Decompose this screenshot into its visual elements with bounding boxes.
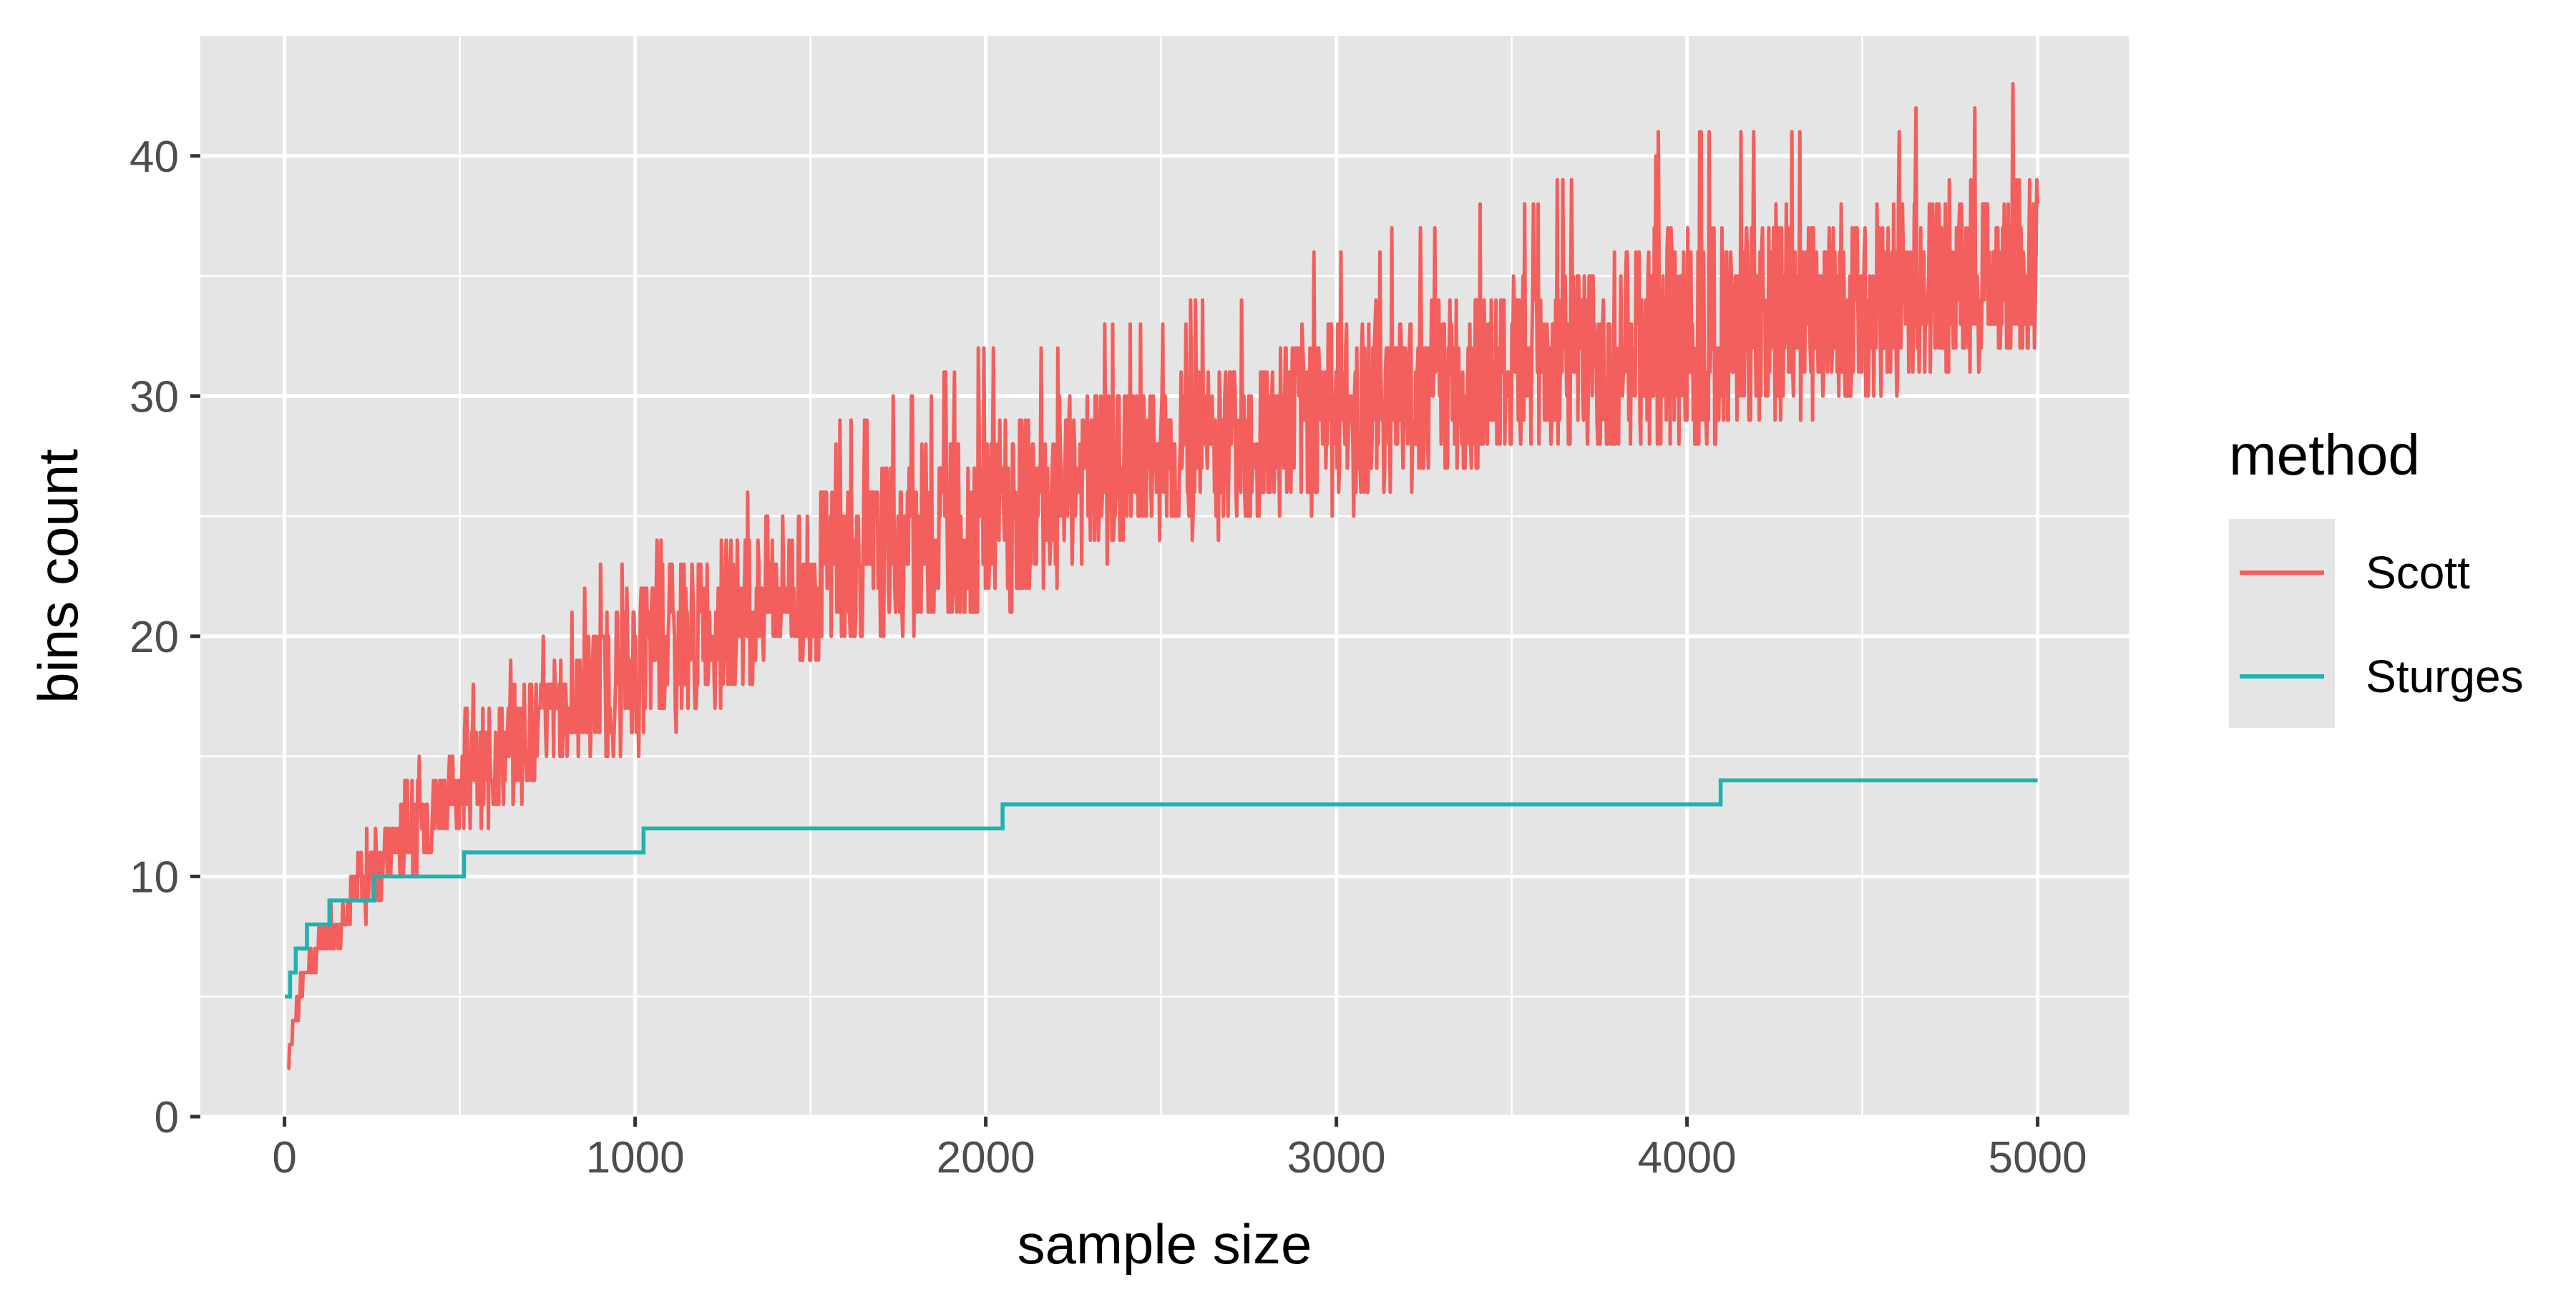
plot-panel bbox=[200, 36, 2129, 1117]
y-tick-label: 20 bbox=[130, 613, 179, 662]
y-tick-label: 30 bbox=[130, 372, 179, 422]
y-tick-label: 10 bbox=[130, 853, 179, 902]
legend-label-scott: Scott bbox=[2366, 547, 2470, 598]
y-axis-title: bins count bbox=[26, 449, 89, 704]
x-tick-label: 1000 bbox=[586, 1133, 685, 1182]
legend-label-sturges: Sturges bbox=[2366, 651, 2524, 702]
x-tick-label: 0 bbox=[272, 1133, 296, 1182]
y-tick-label: 0 bbox=[155, 1093, 179, 1142]
x-tick-label: 4000 bbox=[1638, 1133, 1737, 1182]
x-tick-label: 3000 bbox=[1287, 1133, 1386, 1182]
grid-major bbox=[200, 36, 2129, 1119]
legend-key-background bbox=[2229, 519, 2335, 728]
series-line-scott bbox=[287, 82, 2040, 1071]
x-tick-label: 5000 bbox=[1989, 1133, 2087, 1182]
x-axis-title: sample size bbox=[1018, 1213, 1312, 1276]
series-line-sturges bbox=[285, 778, 2038, 999]
x-tick-label: 2000 bbox=[937, 1133, 1035, 1182]
series-layer bbox=[285, 82, 2040, 1071]
y-tick-label: 40 bbox=[130, 132, 179, 182]
axes-layer: 0 1000 2000 3000 4000 5000 0 10 20 30 40 bbox=[130, 132, 2087, 1182]
legend: method Scott Sturges bbox=[2229, 423, 2524, 728]
legend-title: method bbox=[2229, 423, 2420, 487]
